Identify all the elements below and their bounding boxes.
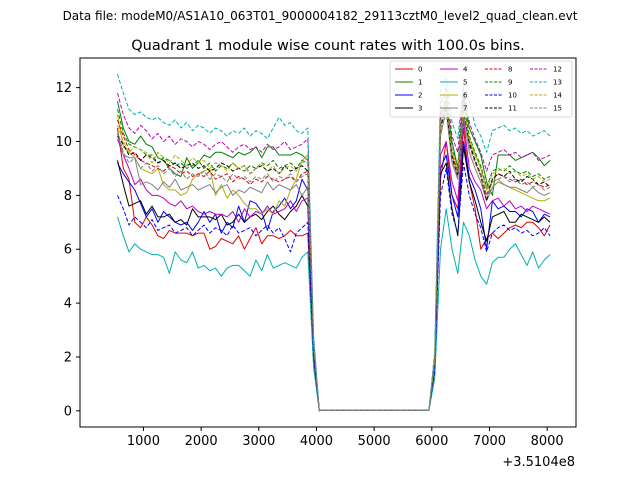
y-tick-label: 10: [55, 135, 72, 150]
legend-label-2: 2: [418, 92, 422, 100]
legend-label-10: 10: [508, 92, 517, 100]
legend-label-0: 0: [418, 66, 422, 74]
y-tick-label: 6: [64, 243, 72, 258]
series-line-9: [117, 95, 551, 412]
y-axis: 0 2 4 6 8 10 12: [55, 81, 80, 419]
legend-label-3: 3: [418, 105, 422, 113]
plot-frame: [79, 57, 577, 428]
x-tick-label: 6000: [415, 434, 448, 449]
chart-title: Quadrant 1 module wise count rates with …: [131, 38, 525, 54]
series-line-1: [117, 92, 551, 412]
series-line-4: [117, 119, 551, 412]
legend-label-11: 11: [508, 105, 517, 113]
y-tick-label: 0: [64, 404, 72, 419]
y-tick-label: 12: [55, 81, 72, 96]
series-line-3: [117, 146, 551, 412]
series-line-11: [117, 106, 551, 412]
legend-label-6: 6: [463, 92, 468, 100]
legend-label-4: 4: [463, 66, 468, 74]
legend-label-8: 8: [508, 66, 512, 74]
y-tick-label: 8: [64, 189, 72, 204]
x-tick-label: 1000: [127, 434, 160, 449]
x-tick-label: 3000: [242, 434, 275, 449]
legend-label-14: 14: [553, 92, 562, 100]
legend-label-9: 9: [508, 79, 512, 87]
legend-label-1: 1: [418, 79, 422, 87]
series-line-14: [117, 97, 551, 412]
series-line-10: [117, 162, 551, 412]
series-line-15: [117, 111, 551, 412]
x-axis: 1000 2000 3000 4000 5000 6000 7000 8000: [127, 427, 564, 449]
x-tick-label: 5000: [358, 434, 391, 449]
legend-label-12: 12: [553, 66, 562, 74]
legend-label-7: 7: [463, 105, 467, 113]
legend-box: [389, 60, 573, 118]
y-tick-label: 2: [64, 350, 72, 365]
x-tick-label: 7000: [473, 434, 506, 449]
legend-label-13: 13: [553, 79, 562, 87]
plot-series: [117, 74, 551, 412]
series-line-12: [117, 87, 551, 412]
series-line-13: [117, 74, 551, 412]
legend-label-15: 15: [553, 105, 562, 113]
x-offset-label: +3.5104e8: [502, 455, 575, 470]
x-tick-label: 8000: [531, 434, 564, 449]
series-line-7: [117, 108, 551, 412]
x-tick-label: 4000: [300, 434, 333, 449]
legend-label-5: 5: [463, 79, 467, 87]
x-tick-label: 2000: [185, 434, 218, 449]
figure-suptitle: Data file: modeM0/AS1A10_063T01_90000041…: [63, 9, 578, 23]
y-tick-label: 4: [64, 297, 72, 312]
